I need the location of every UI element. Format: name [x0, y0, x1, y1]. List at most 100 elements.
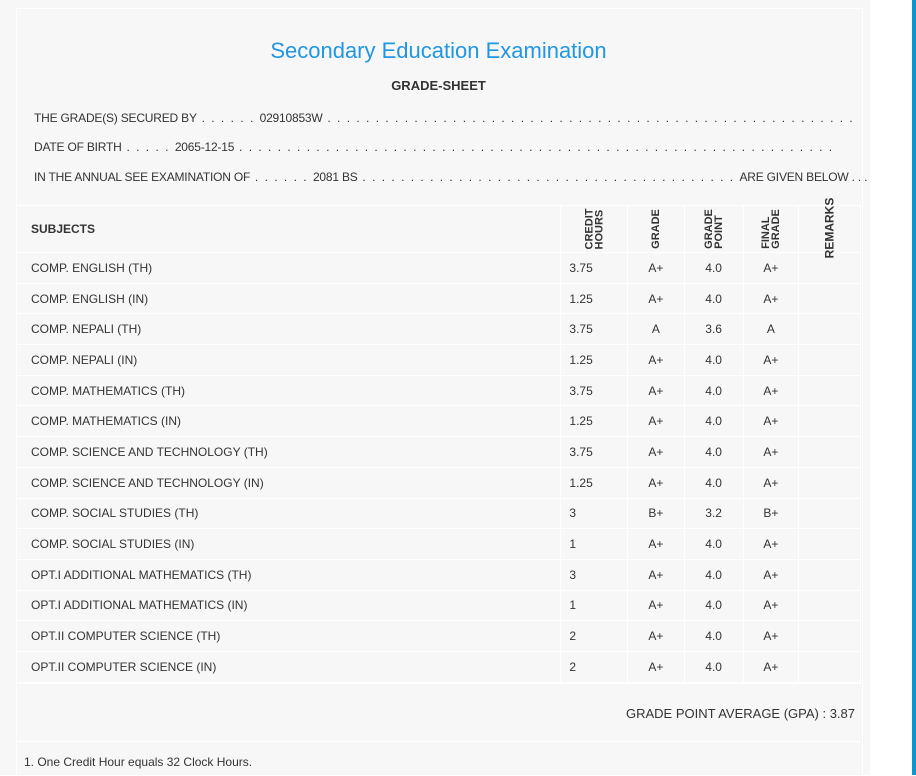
credit-hours-cell: 2: [560, 650, 629, 683]
header-remarks: REMARKS: [798, 198, 861, 258]
dob-value: 2065-12-15: [174, 140, 235, 154]
subject-cell: COMP. SOCIAL STUDIES (IN): [15, 528, 562, 560]
subject-cell: COMP. ENGLISH (TH): [15, 252, 562, 284]
final-grade-cell: A+: [742, 528, 800, 560]
table-row: OPT.I ADDITIONAL MATHEMATICS (IN) 1 A+ 4.0 A…: [15, 589, 861, 622]
subject-cell: OPT.I ADDITIONAL MATHEMATICS (TH): [15, 558, 562, 591]
grade-cell: A+: [627, 282, 685, 315]
footnote: 1. One Credit Hour equals 32 Clock Hours…: [24, 755, 253, 769]
table-row: COMP. NEPALI (TH) 3.75 A 3.6 A: [15, 313, 861, 346]
grade-point-cell: 4.0: [683, 252, 744, 284]
grade-point-cell: 4.0: [683, 405, 744, 438]
grade-point-cell: 4.0: [683, 558, 744, 591]
credit-hours-cell: 3: [560, 497, 629, 530]
grade-point-cell: 3.2: [683, 497, 744, 530]
gpa-row: GRADE POINT AVERAGE (GPA) : 3.87: [16, 683, 861, 742]
grade-cell: A+: [627, 344, 685, 376]
credit-hours-cell: 3.75: [560, 374, 629, 407]
exam-suffix: ARE GIVEN BELOW . . .: [739, 170, 868, 184]
remarks-cell: [798, 528, 861, 560]
remarks-cell: [798, 282, 861, 315]
credit-hours-cell: 1.25: [560, 282, 629, 315]
final-grade-cell: A+: [742, 436, 800, 468]
exam-label: IN THE ANNUAL SEE EXAMINATION OF: [34, 170, 251, 184]
table-row: OPT.II COMPUTER SCIENCE (IN) 2 A+ 4.0 A+: [15, 650, 861, 683]
grade-cell: A+: [627, 620, 685, 652]
subject-cell: COMP. MATHEMATICS (IN): [15, 405, 562, 438]
final-grade-cell: A+: [742, 620, 800, 652]
table-row: COMP. NEPALI (IN) 1.25 A+ 4.0 A+: [15, 344, 861, 376]
grade-point-cell: 4.0: [683, 466, 744, 499]
grade-point-cell: 4.0: [683, 282, 744, 315]
grade-cell: A+: [627, 650, 685, 683]
grade-cell: A+: [627, 405, 685, 438]
symbol-number: 02910853W: [259, 111, 323, 125]
scrollbar[interactable]: [912, 0, 916, 775]
grade-cell: A+: [627, 374, 685, 407]
remarks-cell: [798, 650, 861, 683]
remarks-cell: [798, 436, 861, 468]
header-subjects: SUBJECTS: [15, 205, 562, 253]
table-row: OPT.I ADDITIONAL MATHEMATICS (TH) 3 A+ 4.0 A…: [15, 558, 861, 591]
grade-point-cell: 4.0: [683, 620, 744, 652]
grade-point-cell: 4.0: [683, 374, 744, 407]
final-grade-cell: A+: [742, 589, 800, 622]
remarks-cell: [798, 620, 861, 652]
remarks-cell: [798, 558, 861, 591]
grades-table: SUBJECTS CREDIT HOURS GRADE GRADE POINT FI…: [15, 198, 861, 683]
grade-point-cell: 4.0: [683, 528, 744, 560]
subject-cell: COMP. NEPALI (TH): [15, 313, 562, 346]
table-row: COMP. SOCIAL STUDIES (TH) 3 B+ 3.2 B+: [15, 497, 861, 530]
remarks-cell: [798, 405, 861, 438]
header-grade: GRADE: [627, 205, 685, 253]
credit-hours-cell: 3.75: [560, 252, 629, 284]
exam-line: IN THE ANNUAL SEE EXAMINATION OF . . . .…: [34, 170, 868, 184]
remarks-cell: [798, 252, 861, 284]
credit-hours-cell: 1: [560, 528, 629, 560]
grade-cell: A: [627, 313, 685, 346]
remarks-cell: [798, 374, 861, 407]
secured-by-line: THE GRADE(S) SECURED BY . . . . . . 0291…: [34, 111, 855, 125]
grade-cell: A+: [627, 436, 685, 468]
credit-hours-cell: 1.25: [560, 344, 629, 376]
page-title: Secondary Education Examination: [270, 38, 607, 63]
subject-cell: COMP. SCIENCE AND TECHNOLOGY (TH): [15, 436, 562, 468]
final-grade-cell: A+: [742, 282, 800, 315]
grade-point-cell: 4.0: [683, 344, 744, 376]
final-grade-cell: A+: [742, 252, 800, 284]
grade-point-cell: 3.6: [683, 313, 744, 346]
credit-hours-cell: 3: [560, 558, 629, 591]
remarks-cell: [798, 466, 861, 499]
final-grade-cell: B+: [742, 497, 800, 530]
dob-label: DATE OF BIRTH: [34, 140, 122, 154]
credit-hours-cell: 1.25: [560, 466, 629, 499]
subject-cell: COMP. MATHEMATICS (TH): [15, 374, 562, 407]
subject-cell: OPT.II COMPUTER SCIENCE (IN): [15, 650, 562, 683]
exam-value: 2081 BS: [312, 170, 358, 184]
grade-cell: B+: [627, 497, 685, 530]
credit-hours-cell: 2: [560, 620, 629, 652]
subject-cell: OPT.II COMPUTER SCIENCE (TH): [15, 620, 562, 652]
grade-point-cell: 4.0: [683, 589, 744, 622]
credit-hours-cell: 3.75: [560, 436, 629, 468]
final-grade-cell: A+: [742, 374, 800, 407]
remarks-cell: [798, 344, 861, 376]
final-grade-cell: A+: [742, 558, 800, 591]
gpa-value: GRADE POINT AVERAGE (GPA) : 3.87: [625, 706, 855, 721]
grade-point-cell: 4.0: [683, 650, 744, 683]
table-header: SUBJECTS CREDIT HOURS GRADE GRADE POINT FI…: [15, 198, 861, 258]
remarks-cell: [798, 313, 861, 346]
remarks-cell: [798, 497, 861, 530]
page-subtitle: GRADE-SHEET: [391, 78, 486, 93]
header-credit-hours: CREDIT HOURS: [560, 205, 629, 253]
subject-cell: OPT.I ADDITIONAL MATHEMATICS (IN): [15, 589, 562, 622]
credit-hours-cell: 3.75: [560, 313, 629, 346]
final-grade-cell: A+: [742, 344, 800, 376]
secured-label: THE GRADE(S) SECURED BY: [34, 111, 197, 125]
grade-cell: A+: [627, 558, 685, 591]
remarks-cell: [798, 589, 861, 622]
grade-cell: A+: [627, 252, 685, 284]
grade-cell: A+: [627, 466, 685, 499]
grade-cell: A+: [627, 589, 685, 622]
table-row: COMP. MATHEMATICS (IN) 1.25 A+ 4.0 A+: [15, 405, 861, 438]
